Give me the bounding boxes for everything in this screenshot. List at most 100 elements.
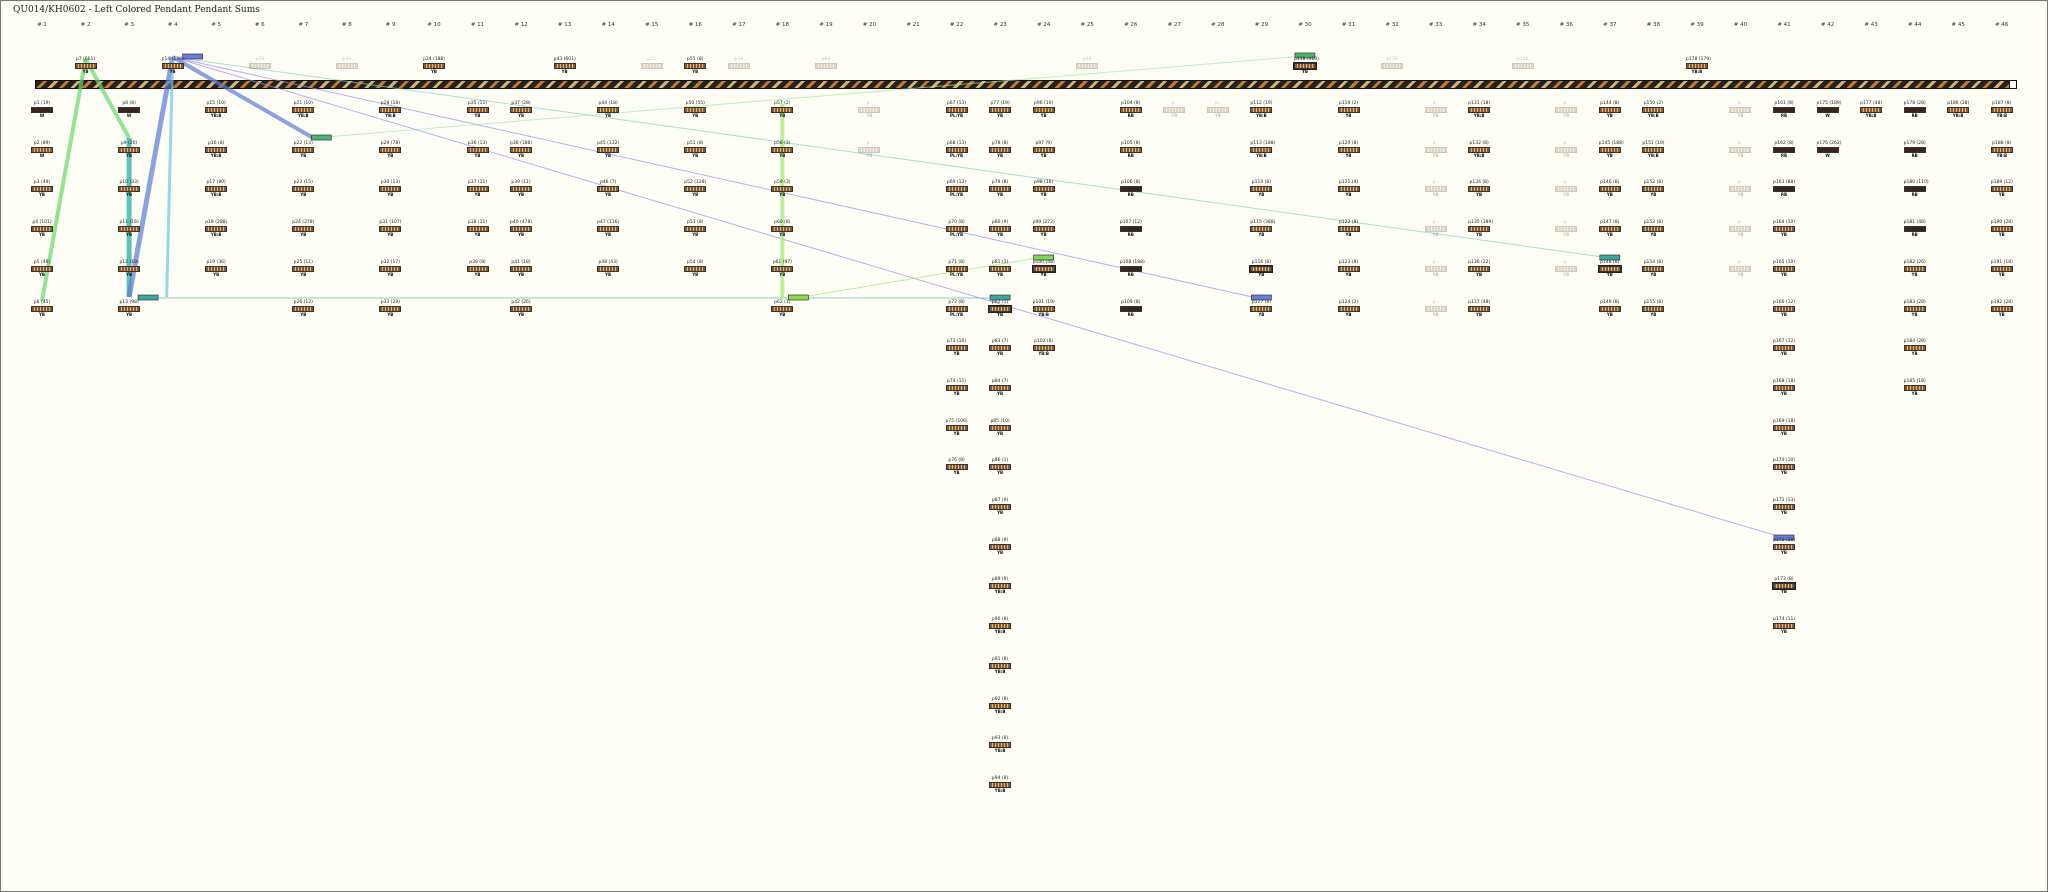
pendant[interactable]: p161 (8) RB (1773, 101, 1795, 118)
pendant[interactable]: p154 (8) YB (1642, 260, 1665, 277)
pendant[interactable]: p131 (18) YB:B (1468, 101, 1490, 118)
pendant[interactable]: p165 (10) YB (1773, 260, 1795, 277)
pendant[interactable]: p44 (18) YB (597, 101, 620, 118)
pendant[interactable]: p184 (28) YB (1903, 339, 1926, 356)
pendant[interactable]: p72 (8) PL:YB (945, 300, 968, 317)
pendant[interactable]: p8 (8) W (118, 101, 141, 118)
pendant[interactable]: p189 (12) YB (1990, 180, 2013, 197)
pendant[interactable]: p21 (10) YB:B (292, 101, 315, 118)
pendant[interactable]: p15 (10) YB:B (205, 101, 228, 118)
pendant[interactable]: p71 (8) PL:YB (945, 260, 968, 277)
pendant[interactable]: p33 (29) YB (379, 300, 402, 317)
pendant[interactable]: p1 (19) W (31, 101, 53, 118)
pendant[interactable]: p86 (1) YB (989, 458, 1012, 475)
pendant[interactable]: p144 (8) YB (1598, 101, 1621, 118)
pendant[interactable]: p167 (12) YB (1773, 339, 1795, 356)
pendant[interactable]: p118 (410) YB (1292, 57, 1319, 74)
pendant[interactable]: p121 (4) YB (1337, 180, 1360, 197)
pendant[interactable]: p135 (389) YB (1468, 220, 1493, 237)
pendant[interactable]: p77 (19) YB (989, 101, 1012, 118)
pendant[interactable]: p134 (8) YB (1468, 180, 1491, 197)
pendant[interactable]: p148 (8) YB (1597, 260, 1622, 277)
pendant[interactable]: p104 (8) RB (1119, 101, 1142, 118)
pendant[interactable]: p136 (22) YB (1468, 260, 1490, 277)
pendant[interactable]: p38 (11) YB (466, 220, 489, 237)
pendant[interactable]: p169 (18) YB (1773, 419, 1795, 436)
pendant[interactable]: p.. YB (1555, 101, 1578, 118)
pendant[interactable]: p94 (1076, 57, 1099, 69)
pendant[interactable]: p178 (28) RB (1903, 101, 1926, 118)
pendant[interactable]: p.. YB (1424, 141, 1447, 158)
pendant[interactable]: p30 (13) YB (379, 180, 402, 197)
pendant[interactable]: p51 (640, 57, 663, 69)
pendant[interactable]: p182 (26) YB (1903, 260, 1926, 277)
pendant[interactable]: p186 (28) YB:B (1947, 101, 1969, 118)
pendant[interactable]: p177 (48) YB:B (1860, 101, 1882, 118)
pendant[interactable]: p68 (814, 57, 837, 69)
pendant[interactable]: p33 (335, 57, 358, 69)
pendant[interactable]: p174 (11) YB (1773, 617, 1795, 634)
pendant[interactable]: p39 (8) YB (466, 260, 489, 277)
pendant[interactable]: p34 (188) YB (422, 57, 445, 74)
pendant[interactable]: p.. YB (858, 141, 881, 158)
pendant[interactable]: p132 (8) YB:B (1468, 141, 1491, 158)
pendant[interactable]: p90 (8) YB:B (989, 617, 1012, 634)
pendant[interactable]: p98 (16) YB (1032, 180, 1055, 197)
pendant[interactable]: p.. YB (1424, 180, 1447, 197)
pendant[interactable]: p73 (16) YB (945, 339, 968, 356)
pendant[interactable]: p31 (107) YB (379, 220, 402, 237)
pendant[interactable]: p5 (46) YB (31, 260, 53, 277)
pendant[interactable]: p53 (8) YB (684, 220, 707, 237)
pendant[interactable]: p76 (8) YB (945, 458, 968, 475)
pendant[interactable]: p23 (15) YB (292, 180, 315, 197)
pendant[interactable]: p10 (33) YB (118, 180, 141, 197)
pendant[interactable]: p74 (11) YB (945, 379, 968, 396)
pendant[interactable]: p.. YB (1729, 260, 1752, 277)
pendant[interactable]: p105 (8) RB (1119, 141, 1142, 158)
pendant[interactable]: p185 (18) YB (1903, 379, 1926, 396)
pendant[interactable]: p100 (48) YB (1031, 260, 1056, 277)
pendant[interactable]: p117 (8) YB (1250, 300, 1273, 317)
pendant[interactable]: p.. YB (1424, 220, 1447, 237)
pendant[interactable]: p.. YB (1729, 180, 1752, 197)
pendant[interactable]: p58 (727, 57, 750, 69)
pendant[interactable]: p101 (19) YB:B (1032, 300, 1055, 317)
pendant[interactable]: p13 (98) YB (118, 300, 141, 317)
pendant[interactable]: p99 (272) YB (1032, 220, 1055, 237)
pendant[interactable]: p151 (10) YB:B (1642, 141, 1664, 158)
pendant[interactable]: p42 (26) YB (510, 300, 533, 317)
pendant[interactable]: p92 (8) YB:B (989, 697, 1012, 714)
pendant[interactable]: p41 (18) YB (510, 260, 533, 277)
pendant[interactable]: p.. YB (858, 101, 881, 118)
pendant[interactable]: p.. YB (1729, 141, 1752, 158)
pendant[interactable]: p114 (8) YB (1250, 180, 1273, 197)
pendant[interactable]: p57 (2) YB (771, 101, 794, 118)
pendant[interactable]: p91 (8) YB:B (989, 657, 1012, 674)
pendant[interactable]: p162 (8) RB (1773, 141, 1795, 158)
pendant[interactable]: p175 (189) W (1816, 101, 1842, 118)
pendant[interactable]: p26 (12) YB (292, 300, 315, 317)
pendant[interactable]: p188 (8) YB:B (1990, 141, 2013, 158)
pendant[interactable]: p75 (106) YB (945, 419, 968, 436)
pendant[interactable]: p85 (10) YB (989, 419, 1012, 436)
pendant[interactable]: p79 (8) YB (989, 180, 1012, 197)
pendant[interactable]: p45 (132) YB (597, 141, 619, 158)
pendant[interactable]: p69 (12) PL:YB (945, 180, 968, 197)
pendant[interactable]: p61 (97) YB (771, 260, 794, 277)
pendant[interactable]: p109 (8) RB (1119, 300, 1142, 317)
pendant[interactable]: p19 (248, 57, 271, 69)
pendant[interactable]: p40 (478) YB (510, 220, 532, 237)
pendant[interactable]: p68 (13) PL:YB (945, 141, 968, 158)
pendant[interactable]: p52 (128) YB (684, 180, 706, 197)
pendant[interactable]: p7 (661) YB (74, 57, 97, 74)
pendant[interactable]: p6 (45) YB (31, 300, 53, 317)
pendant[interactable]: p107 (12) RB (1119, 220, 1142, 237)
pendant[interactable]: p150 (2) YB:B (1642, 101, 1665, 118)
pendant[interactable]: p96 (10) YB (1032, 101, 1055, 118)
pendant[interactable]: p.. YB (1424, 300, 1447, 317)
pendant[interactable]: p89 (9) YB:B (989, 577, 1012, 594)
pendant[interactable]: p37 (28) YB (510, 101, 533, 118)
pendant[interactable]: p115 (388) YB (1250, 220, 1275, 237)
pendant[interactable]: p48 (43) YB (597, 260, 620, 277)
pendant[interactable]: p4 (101) YB (31, 220, 53, 237)
